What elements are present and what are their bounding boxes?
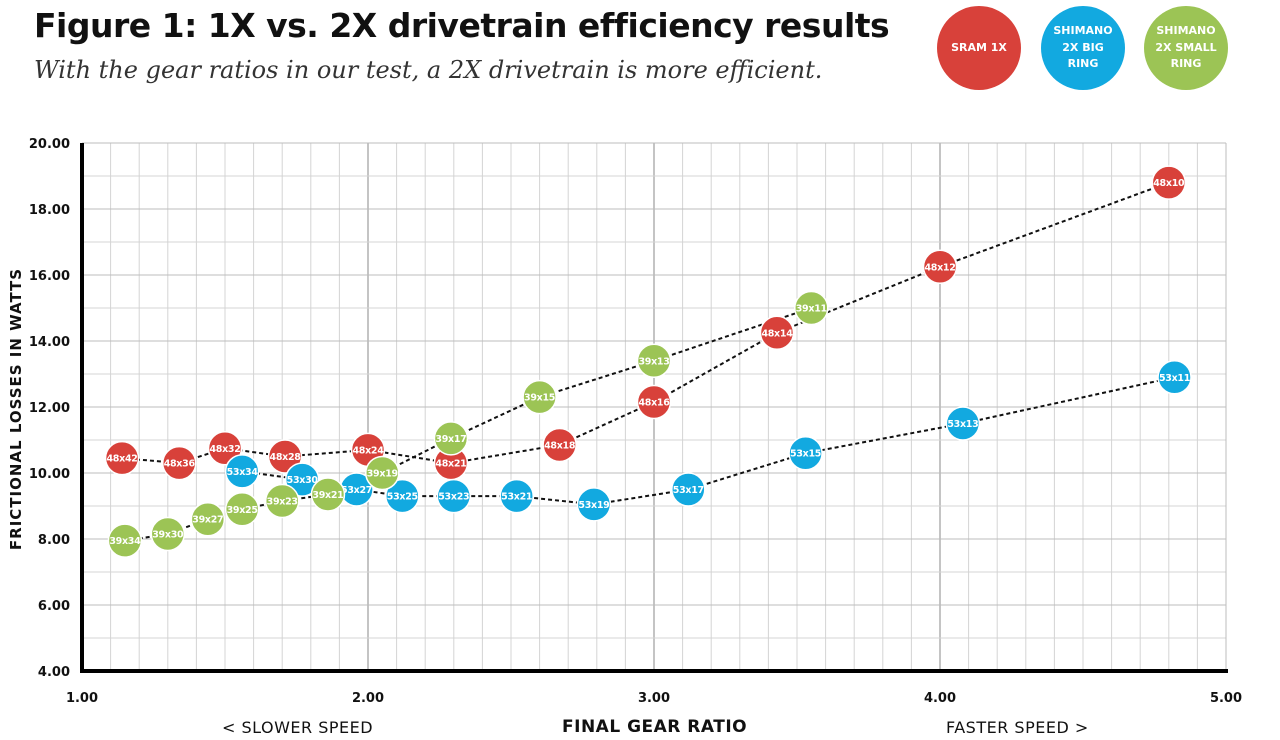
x-tick-label: 1.00 [66, 691, 98, 706]
data-point [636, 343, 672, 379]
data-point [945, 406, 981, 441]
data-point-label: 39x11 [796, 304, 827, 315]
chart-subtitle: With the gear ratios in our test, a 2X d… [34, 56, 823, 84]
data-point [104, 440, 140, 476]
data-point [576, 487, 612, 522]
y-tick-label: 14.00 [29, 335, 70, 350]
data-point-label: 48x24 [352, 445, 384, 456]
series-1-points: 53x34 53x30 53x27 53x25 53x23 53x21 53x19 53x17… [224, 360, 1192, 522]
data-point-label: 39x34 [109, 536, 141, 547]
data-point [224, 454, 260, 489]
data-point [759, 315, 795, 350]
data-point-label: 39x25 [227, 505, 258, 516]
data-point-label: 53x13 [947, 419, 978, 430]
data-point [922, 249, 958, 284]
data-point-label: 53x17 [673, 485, 704, 496]
data-point-label: 53x15 [790, 449, 821, 460]
data-point-label: 53x11 [1159, 373, 1190, 384]
data-point-label: 48x36 [164, 459, 196, 470]
data-point [207, 431, 243, 466]
y-tick-label: 12.00 [29, 401, 70, 416]
x-tick-label: 4.00 [924, 691, 956, 706]
data-point [267, 439, 303, 474]
data-point-label: 48x16 [638, 398, 670, 409]
chart-title: Figure 1: 1X vs. 2X drivetrain efficienc… [34, 6, 890, 45]
legend-sram-1x: SRAM 1X [937, 6, 1021, 90]
data-point [542, 427, 577, 463]
y-tick-label: 8.00 [38, 533, 70, 548]
data-point [499, 478, 534, 514]
data-point-label: 48x21 [435, 459, 466, 470]
data-point [385, 478, 420, 514]
data-point [794, 290, 829, 326]
data-point [1157, 360, 1192, 395]
data-point-label: 39x19 [367, 469, 398, 480]
data-point-label: 39x27 [192, 515, 223, 526]
data-point-label: 39x13 [638, 356, 669, 367]
data-point-label: 53x19 [578, 500, 609, 511]
data-point-label: 39x23 [267, 497, 298, 508]
data-point-label: 48x42 [107, 454, 138, 465]
series-2-points: 39x34 39x30 39x27 39x25 39x23 39x21 39x19 39x17… [107, 290, 829, 558]
y-tick-label: 4.00 [38, 665, 70, 680]
series-0-points: 48x42 48x36 48x32 48x28 48x24 48x21 48x18 48x16… [104, 165, 1187, 481]
y-tick-label: 6.00 [38, 599, 70, 614]
data-point [1151, 165, 1187, 200]
data-point [433, 421, 469, 456]
data-point [310, 477, 346, 512]
faster-speed-label: FASTER SPEED > [946, 718, 1089, 737]
data-point [224, 492, 260, 527]
data-point-label: 53x25 [387, 492, 418, 503]
data-point [365, 455, 400, 491]
data-point [161, 445, 197, 481]
legend-sram-1x-label: SRAM 1X [951, 40, 1007, 54]
data-point-label: 53x27 [341, 485, 372, 496]
data-point-label: 53x34 [227, 467, 259, 478]
data-point [284, 462, 320, 497]
data-point [150, 516, 186, 552]
slower-speed-label: < SLOWER SPEED [222, 718, 374, 737]
data-point-label: 48x10 [1153, 178, 1185, 189]
data-point [636, 384, 672, 420]
y-tick-label: 10.00 [29, 467, 70, 482]
data-point-label: 48x12 [924, 262, 955, 273]
data-point [436, 478, 472, 514]
data-point [671, 472, 706, 507]
y-axis-title: FRICTIONAL LOSSES IN WATTS [7, 268, 25, 550]
x-tick-label: 2.00 [352, 691, 384, 706]
y-tick-label: 16.00 [29, 269, 70, 284]
data-point-label: 53x23 [438, 492, 469, 503]
data-point-label: 39x21 [312, 490, 343, 501]
data-point-label: 53x30 [287, 475, 319, 486]
data-point [264, 483, 300, 519]
legend-shimano-big-ring: SHIMANO 2X BIG RING [1041, 6, 1125, 90]
legend-shimano-small-ring: SHIMANO 2X SMALL RING [1144, 6, 1228, 90]
legend-shimano-big-ring-label: SHIMANO 2X BIG RING [1053, 24, 1113, 71]
series-line-0 [121, 181, 1170, 465]
data-point-label: 39x17 [435, 434, 466, 445]
data-point-label: 48x28 [270, 452, 302, 463]
data-point [107, 523, 143, 558]
y-tick-label: 20.00 [29, 137, 70, 152]
data-point [788, 435, 823, 471]
data-point-label: 39x15 [524, 393, 555, 404]
x-axis-title: FINAL GEAR RATIO [562, 717, 748, 737]
data-point [522, 379, 557, 415]
data-point-label: 48x14 [761, 328, 793, 339]
data-point-label: 39x30 [152, 530, 184, 541]
grid [82, 142, 1227, 671]
data-point [190, 501, 226, 537]
x-tick-label: 3.00 [638, 691, 670, 706]
x-tick-label: 5.00 [1210, 691, 1242, 706]
legend-shimano-small-ring-label: SHIMANO 2X SMALL RING [1155, 24, 1217, 71]
data-point-label: 48x18 [544, 440, 576, 451]
y-tick-label: 18.00 [29, 203, 70, 218]
data-point-label: 53x21 [501, 492, 532, 503]
data-point-label: 48x32 [209, 444, 240, 455]
